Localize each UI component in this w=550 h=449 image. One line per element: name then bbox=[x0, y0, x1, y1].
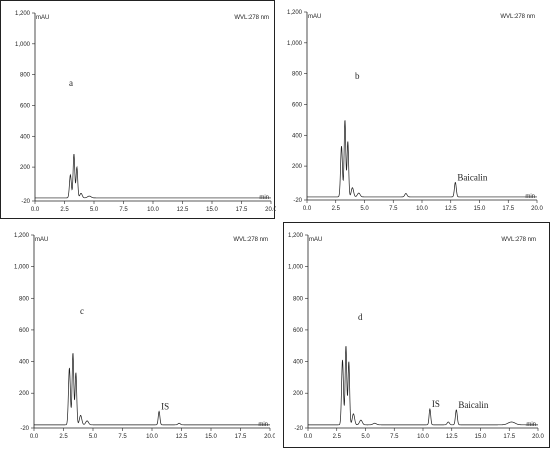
chromatogram-c-svg: -20 200 400 600 800 1,000 1,200 0.0 2.5 5.0 7.5 10.… bbox=[14, 233, 275, 440]
chromatogram-panel-a: -20 200 400 600 800 1,000 1,200 0.0 2.5 5.0 7.5 10.… bbox=[0, 0, 276, 219]
x-tick-label: 12.5 bbox=[446, 434, 458, 440]
panel-letter: a bbox=[69, 78, 73, 88]
y-tick-label: -20 bbox=[20, 426, 29, 432]
y-tick-label: 400 bbox=[293, 360, 304, 366]
chromatogram-trace bbox=[308, 346, 538, 426]
x-tick-label: 7.5 bbox=[389, 206, 398, 212]
x-tick-label: 15.0 bbox=[205, 434, 217, 440]
y-unit-label: mAU bbox=[308, 14, 321, 20]
chromatogram-panel-c: -20 200 400 600 800 1,000 1,200 0.0 2.5 5.0 7.5 10.… bbox=[0, 225, 275, 449]
x-tick-label: 5.0 bbox=[90, 207, 99, 213]
x-tick-label: 2.5 bbox=[59, 434, 68, 440]
y-unit-label: mAU bbox=[35, 237, 48, 243]
x-tick-label: 0.0 bbox=[31, 207, 40, 213]
y-tick-label: 1,200 bbox=[288, 233, 304, 239]
y-tick-label: 800 bbox=[292, 72, 303, 78]
x-tick-label: 10.0 bbox=[416, 206, 428, 212]
x-tick-label: 17.5 bbox=[503, 434, 515, 440]
y-tick-label: 1,000 bbox=[14, 265, 30, 271]
x-tick-label: 2.5 bbox=[333, 434, 342, 440]
y-tick-label: 1,000 bbox=[288, 265, 304, 271]
y-tick-label: 600 bbox=[293, 328, 304, 334]
chromatogram-trace bbox=[34, 353, 270, 426]
plot-area: -20 200 400 600 800 1,000 1,200 0.0 2.5 5.0 7.5 10.… bbox=[288, 233, 545, 440]
x-tick-label: 0.0 bbox=[304, 434, 313, 440]
y-tick-label: 1,200 bbox=[14, 233, 30, 239]
plot-area: -20 200 400 600 800 1,000 1,200 0.0 2.5 5.0 7.5 10.… bbox=[15, 11, 276, 213]
chromatogram-panel-b: -20 200 400 600 800 1,000 1,200 0.0 2.5 5.0 7.5 10.… bbox=[283, 0, 550, 219]
y-tick-label: -20 bbox=[294, 426, 303, 432]
x-tick-label: 12.5 bbox=[177, 207, 189, 213]
y-tick-label: 200 bbox=[293, 391, 304, 397]
x-tick-label: 5.0 bbox=[360, 206, 369, 212]
y-tick-label: 400 bbox=[292, 133, 303, 139]
panel-letter: c bbox=[80, 306, 84, 316]
x-tick-label: 0.0 bbox=[30, 434, 39, 440]
y-tick-label: 600 bbox=[292, 102, 303, 108]
y-tick-label: 600 bbox=[19, 328, 30, 334]
y-tick-label: 1,200 bbox=[15, 11, 31, 17]
y-tick-label: 1,200 bbox=[287, 10, 303, 16]
x-tick-label: 20.0 bbox=[532, 434, 544, 440]
x-tick-label: 0.0 bbox=[303, 206, 312, 212]
chromatogram-b-svg: -20 200 400 600 800 1,000 1,200 0.0 2.5 5.0 7.5 10.… bbox=[287, 10, 544, 212]
y-tick-label: -20 bbox=[21, 199, 30, 205]
y-tick-label: -20 bbox=[293, 198, 302, 204]
y-unit-label: mAU bbox=[36, 15, 49, 21]
x-tick-label: 7.5 bbox=[390, 434, 399, 440]
x-tick-label: 20.0 bbox=[264, 434, 275, 440]
x-tick-label: 7.5 bbox=[118, 434, 127, 440]
x-tick-label: 17.5 bbox=[502, 206, 514, 212]
chromatogram-a-svg: -20 200 400 600 800 1,000 1,200 0.0 2.5 5.0 7.5 10.… bbox=[15, 11, 276, 213]
x-tick-label: 2.5 bbox=[60, 207, 69, 213]
y-tick-label: 200 bbox=[292, 164, 303, 170]
x-tick-label: 10.0 bbox=[147, 207, 159, 213]
chromatogram-trace bbox=[35, 154, 271, 199]
x-tick-label: 17.5 bbox=[235, 434, 247, 440]
chromatogram-panel-d: -20 200 400 600 800 1,000 1,200 0.0 2.5 5.0 7.5 10.… bbox=[283, 222, 550, 448]
y-tick-label: 1,000 bbox=[15, 42, 31, 48]
y-tick-label: 800 bbox=[20, 73, 31, 79]
peak-annotation: IS bbox=[161, 401, 169, 411]
x-tick-label: 10.0 bbox=[417, 434, 429, 440]
x-tick-label: 12.5 bbox=[176, 434, 188, 440]
peak-annotation: Baicalin bbox=[458, 400, 488, 410]
x-tick-label: 20.0 bbox=[531, 206, 543, 212]
x-tick-label: 5.0 bbox=[361, 434, 370, 440]
y-tick-label: 800 bbox=[293, 296, 304, 302]
y-tick-label: 400 bbox=[19, 360, 30, 366]
x-tick-label: 15.0 bbox=[475, 434, 487, 440]
y-tick-label: 200 bbox=[20, 165, 31, 171]
x-tick-label: 15.0 bbox=[474, 206, 486, 212]
x-tick-label: 17.5 bbox=[236, 207, 248, 213]
wavelength-label: WVL:278 nm bbox=[234, 15, 269, 21]
chromatogram-trace bbox=[307, 120, 537, 198]
wavelength-label: WVL:278 nm bbox=[501, 237, 536, 243]
plot-area: -20 200 400 600 800 1,000 1,200 0.0 2.5 5.0 7.5 10.… bbox=[287, 10, 544, 212]
panel-letter: d bbox=[358, 312, 363, 322]
panel-letter: b bbox=[355, 71, 360, 81]
peak-annotation: Baicalin bbox=[457, 172, 487, 182]
x-tick-label: 7.5 bbox=[119, 207, 128, 213]
y-tick-label: 200 bbox=[19, 391, 30, 397]
peak-annotation: IS bbox=[432, 399, 440, 409]
x-tick-label: 5.0 bbox=[89, 434, 98, 440]
y-unit-label: mAU bbox=[309, 237, 322, 243]
x-tick-label: 10.0 bbox=[146, 434, 158, 440]
x-tick-label: 2.5 bbox=[332, 206, 341, 212]
chromatogram-d-svg: -20 200 400 600 800 1,000 1,200 0.0 2.5 5.0 7.5 10.… bbox=[288, 233, 545, 440]
x-tick-label: 15.0 bbox=[206, 207, 218, 213]
x-tick-label: 12.5 bbox=[445, 206, 457, 212]
plot-area: -20 200 400 600 800 1,000 1,200 0.0 2.5 5.0 7.5 10.… bbox=[14, 233, 275, 440]
y-tick-label: 400 bbox=[20, 134, 31, 140]
y-tick-label: 800 bbox=[19, 296, 30, 302]
y-tick-label: 1,000 bbox=[287, 41, 303, 47]
wavelength-label: WVL:278 nm bbox=[233, 237, 268, 243]
y-tick-label: 600 bbox=[20, 103, 31, 109]
wavelength-label: WVL:278 nm bbox=[500, 14, 535, 20]
x-tick-label: 20.0 bbox=[265, 207, 276, 213]
